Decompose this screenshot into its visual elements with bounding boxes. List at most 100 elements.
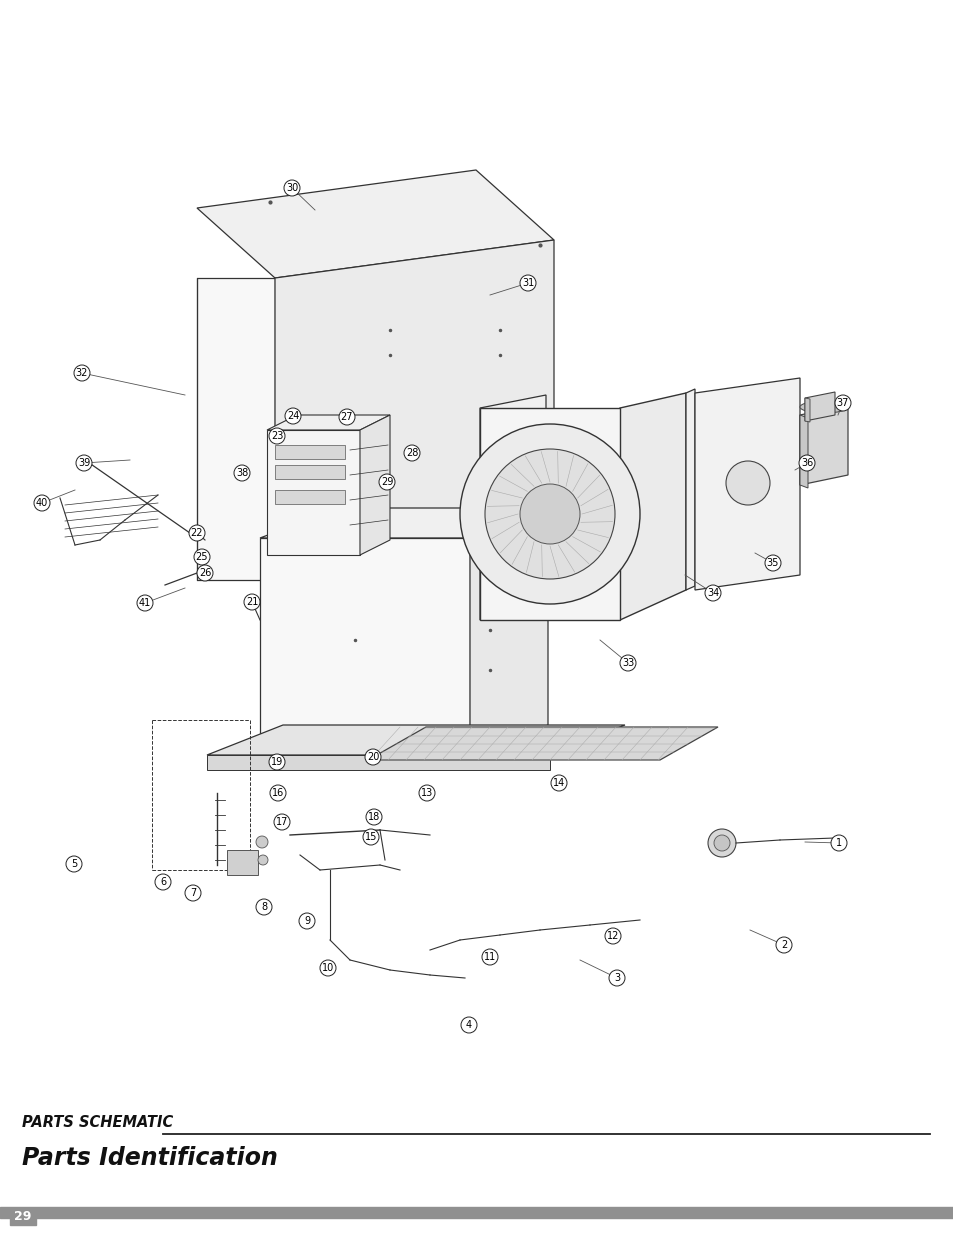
- Polygon shape: [274, 240, 554, 540]
- Text: 5: 5: [71, 860, 77, 869]
- Polygon shape: [207, 725, 624, 755]
- Polygon shape: [479, 395, 545, 620]
- Polygon shape: [260, 538, 470, 755]
- Circle shape: [193, 550, 210, 564]
- Circle shape: [338, 409, 355, 425]
- Text: 27: 27: [340, 412, 353, 422]
- Text: PARTS SCHEMATIC: PARTS SCHEMATIC: [22, 1115, 173, 1130]
- Text: 14: 14: [553, 778, 564, 788]
- Circle shape: [764, 555, 781, 571]
- Circle shape: [704, 585, 720, 601]
- Circle shape: [519, 275, 536, 291]
- Text: 34: 34: [706, 588, 719, 598]
- Text: 33: 33: [621, 658, 634, 668]
- Circle shape: [619, 655, 636, 671]
- Polygon shape: [227, 850, 257, 876]
- Polygon shape: [267, 415, 390, 430]
- Text: 23: 23: [271, 431, 283, 441]
- Polygon shape: [470, 508, 547, 755]
- Text: 30: 30: [286, 183, 297, 193]
- Circle shape: [834, 395, 850, 411]
- Polygon shape: [368, 727, 718, 760]
- Text: 8: 8: [261, 902, 267, 911]
- Polygon shape: [804, 398, 809, 422]
- Circle shape: [418, 785, 435, 802]
- Circle shape: [66, 856, 82, 872]
- Bar: [10, 1208, 36, 1225]
- Text: 11: 11: [483, 952, 496, 962]
- Polygon shape: [479, 408, 619, 620]
- Text: 16: 16: [272, 788, 284, 798]
- Circle shape: [519, 484, 579, 543]
- Circle shape: [76, 454, 91, 471]
- Text: 1: 1: [835, 839, 841, 848]
- Text: 2: 2: [781, 940, 786, 950]
- Circle shape: [608, 969, 624, 986]
- Text: 36: 36: [800, 458, 812, 468]
- Circle shape: [551, 776, 566, 790]
- Polygon shape: [800, 415, 807, 488]
- Circle shape: [604, 927, 620, 944]
- Circle shape: [799, 454, 814, 471]
- Circle shape: [269, 755, 285, 769]
- Text: 6: 6: [160, 877, 166, 887]
- Text: 20: 20: [366, 752, 378, 762]
- Polygon shape: [196, 170, 554, 278]
- Polygon shape: [274, 445, 345, 459]
- Text: 7: 7: [190, 888, 196, 898]
- Text: 29: 29: [14, 1210, 31, 1223]
- Polygon shape: [804, 391, 834, 421]
- Circle shape: [365, 748, 380, 764]
- Circle shape: [269, 429, 285, 445]
- Polygon shape: [619, 393, 685, 620]
- Text: 9: 9: [304, 916, 310, 926]
- Circle shape: [255, 836, 268, 848]
- Circle shape: [257, 855, 268, 864]
- Circle shape: [34, 495, 50, 511]
- Text: 21: 21: [246, 597, 258, 606]
- Polygon shape: [267, 430, 359, 555]
- Polygon shape: [274, 490, 345, 504]
- Circle shape: [196, 564, 213, 580]
- Circle shape: [189, 525, 205, 541]
- Polygon shape: [695, 378, 800, 590]
- Text: 19: 19: [271, 757, 283, 767]
- Circle shape: [274, 814, 290, 830]
- Text: 26: 26: [198, 568, 211, 578]
- Polygon shape: [260, 508, 547, 538]
- Polygon shape: [196, 278, 274, 580]
- Text: 39: 39: [78, 458, 90, 468]
- Polygon shape: [274, 466, 345, 479]
- Text: 35: 35: [766, 558, 779, 568]
- Circle shape: [363, 829, 378, 845]
- Text: 37: 37: [836, 398, 848, 408]
- Text: 4: 4: [465, 1020, 472, 1030]
- Text: 17: 17: [275, 818, 288, 827]
- Bar: [0, 1207, 953, 1218]
- Text: 40: 40: [36, 498, 48, 508]
- Text: 29: 29: [380, 477, 393, 487]
- Circle shape: [244, 594, 260, 610]
- Circle shape: [185, 885, 201, 902]
- Circle shape: [725, 461, 769, 505]
- Circle shape: [484, 450, 615, 579]
- Circle shape: [403, 445, 419, 461]
- Circle shape: [74, 366, 90, 382]
- Circle shape: [460, 1016, 476, 1032]
- Circle shape: [707, 829, 735, 857]
- Circle shape: [298, 913, 314, 929]
- Polygon shape: [800, 405, 847, 485]
- Text: 13: 13: [420, 788, 433, 798]
- Circle shape: [154, 874, 171, 890]
- Circle shape: [270, 785, 286, 802]
- Polygon shape: [359, 415, 390, 555]
- Circle shape: [713, 835, 729, 851]
- Text: 22: 22: [191, 529, 203, 538]
- Text: 28: 28: [405, 448, 417, 458]
- Circle shape: [378, 474, 395, 490]
- Text: 25: 25: [195, 552, 208, 562]
- Circle shape: [285, 408, 301, 424]
- Text: 12: 12: [606, 931, 618, 941]
- Circle shape: [775, 937, 791, 953]
- Text: 38: 38: [235, 468, 248, 478]
